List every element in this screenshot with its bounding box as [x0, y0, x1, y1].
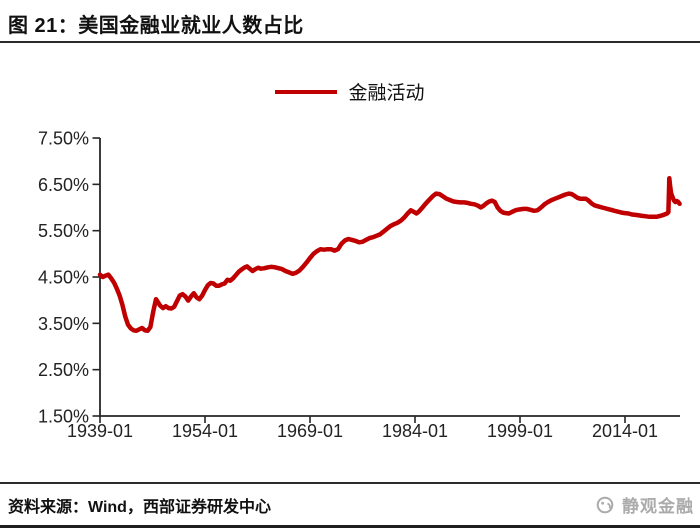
series-line	[97, 176, 682, 334]
footer-divider	[0, 482, 700, 484]
chart-area: 7.50% 6.50% 5.50% 4.50% 3.50% 2.50% 1.50% 1939-…	[0, 110, 700, 450]
source-note: 资料来源：Wind，西部证券研发中心	[8, 499, 271, 516]
y-tick-label: 2.50%	[38, 360, 89, 380]
line-chart: 7.50% 6.50% 5.50% 4.50% 3.50% 2.50% 1.50%1939-…	[38, 129, 682, 441]
figure-title: 图 21：美国金融业就业人数占比	[8, 15, 304, 37]
x-tick-label: 1969-01	[277, 421, 343, 441]
x-tick-label: 1939-01	[67, 421, 133, 441]
x-tick-label: 1984-01	[382, 421, 448, 441]
y-tick-label: 5.50%	[38, 221, 89, 241]
watermark: 静观金融	[595, 492, 694, 517]
y-tick-label: 4.50%	[38, 268, 89, 288]
x-tick-label: 1999-01	[487, 421, 553, 441]
y-tick-label: 3.50%	[38, 314, 89, 334]
y-tick-label: 1.50%	[38, 407, 89, 427]
watermark-label: 静观金融	[622, 497, 694, 516]
x-tick-label: 1954-01	[172, 421, 238, 441]
legend-line-swatch	[275, 89, 338, 94]
title-divider	[0, 41, 700, 43]
y-tick-label: 6.50%	[38, 175, 89, 195]
chart-legend: 金融活动	[0, 78, 700, 105]
bottom-border	[0, 525, 700, 528]
watermark-icon	[596, 496, 614, 513]
x-tick-label: 2014-01	[592, 421, 658, 441]
y-tick-label: 7.50%	[38, 129, 89, 149]
legend-label: 金融活动	[348, 83, 425, 104]
